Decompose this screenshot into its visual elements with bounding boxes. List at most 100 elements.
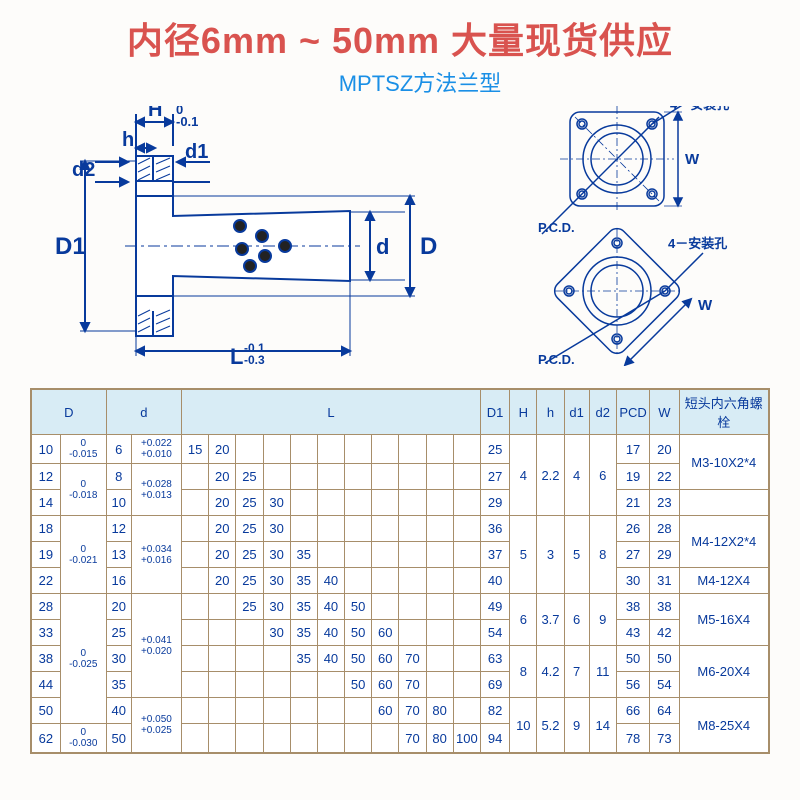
table-cell: +0.050+0.025 bbox=[131, 698, 181, 754]
table-cell bbox=[399, 435, 426, 464]
table-cell bbox=[399, 516, 426, 542]
table-cell bbox=[290, 490, 317, 516]
svg-text:P.C.D.: P.C.D. bbox=[538, 352, 575, 366]
table-cell: 50 bbox=[345, 646, 372, 672]
svg-text:D: D bbox=[420, 233, 437, 260]
table-cell bbox=[399, 464, 426, 490]
table-cell: 30 bbox=[263, 568, 290, 594]
svg-text:H: H bbox=[148, 106, 162, 121]
table-cell bbox=[290, 435, 317, 464]
table-cell: 20 bbox=[209, 435, 236, 464]
table-row: 120-0.0188+0.028+0.0132025271922 bbox=[31, 464, 769, 490]
table-cell bbox=[317, 516, 344, 542]
table-cell: 80 bbox=[426, 724, 453, 754]
table-cell bbox=[453, 568, 480, 594]
table-cell bbox=[290, 724, 317, 754]
table-cell: 3 bbox=[537, 516, 564, 594]
table-cell: M6-20X4 bbox=[679, 646, 769, 698]
table-cell: 28 bbox=[650, 516, 679, 542]
table-cell bbox=[182, 646, 209, 672]
table-cell: 35 bbox=[290, 646, 317, 672]
th-d: d bbox=[106, 389, 181, 435]
table-cell bbox=[372, 594, 399, 620]
table-cell: 8 bbox=[510, 646, 537, 698]
table-cell bbox=[426, 672, 453, 698]
table-cell bbox=[372, 490, 399, 516]
svg-text:4－安装孔: 4－安装孔 bbox=[668, 236, 727, 251]
table-cell bbox=[317, 698, 344, 724]
table-cell bbox=[399, 568, 426, 594]
table-cell: 40 bbox=[106, 698, 131, 724]
table-cell: 63 bbox=[480, 646, 509, 672]
table-cell: 4.2 bbox=[537, 646, 564, 698]
table-cell: 4 bbox=[510, 435, 537, 516]
table-cell bbox=[290, 672, 317, 698]
svg-text:h: h bbox=[122, 129, 134, 151]
table-cell: 50 bbox=[31, 698, 60, 724]
table-cell bbox=[399, 620, 426, 646]
table-cell bbox=[345, 516, 372, 542]
table-cell: 10 bbox=[31, 435, 60, 464]
table-cell: 10 bbox=[510, 698, 537, 754]
table-cell: 30 bbox=[263, 490, 290, 516]
table-cell: 80 bbox=[426, 698, 453, 724]
table-cell: 25 bbox=[480, 435, 509, 464]
table-cell bbox=[263, 724, 290, 754]
table-cell bbox=[426, 594, 453, 620]
table-cell: 0-0.018 bbox=[60, 464, 106, 516]
svg-text:d: d bbox=[376, 234, 389, 259]
table-cell: 40 bbox=[480, 568, 509, 594]
table-cell: M4-12X2*4 bbox=[679, 516, 769, 568]
flange-front-views: P.C.D. W 4－安装孔 bbox=[500, 106, 760, 366]
table-cell: 50 bbox=[345, 620, 372, 646]
table-cell: 37 bbox=[480, 542, 509, 568]
table-cell bbox=[345, 698, 372, 724]
header-title: 内径6mm ~ 50mm 大量现货供应 bbox=[0, 0, 800, 64]
subtitle: MPTSZ方法兰型 bbox=[40, 66, 800, 98]
table-cell: 40 bbox=[317, 594, 344, 620]
table-cell: 60 bbox=[372, 698, 399, 724]
table-cell bbox=[453, 620, 480, 646]
table-cell: 19 bbox=[31, 542, 60, 568]
table-cell: 50 bbox=[345, 672, 372, 698]
th-bolt: 短头内六角螺栓 bbox=[679, 389, 769, 435]
table-cell: 18 bbox=[31, 516, 60, 542]
table-cell bbox=[345, 490, 372, 516]
svg-text:L: L bbox=[230, 344, 243, 366]
spec-table-container: D d L D1 H h d1 d2 PCD W 短头内六角螺栓 100-0.0… bbox=[0, 388, 800, 754]
table-cell: 20 bbox=[650, 435, 679, 464]
th-d1: d1 bbox=[564, 389, 589, 435]
table-cell: 42 bbox=[650, 620, 679, 646]
table-cell: 25 bbox=[236, 542, 263, 568]
table-cell bbox=[399, 490, 426, 516]
table-cell: 38 bbox=[616, 594, 649, 620]
table-cell: 30 bbox=[263, 594, 290, 620]
table-cell bbox=[290, 464, 317, 490]
table-cell: 10 bbox=[106, 490, 131, 516]
table-cell: 14 bbox=[589, 698, 616, 754]
table-cell: 20 bbox=[209, 490, 236, 516]
table-cell bbox=[209, 724, 236, 754]
table-cell: 6 bbox=[564, 594, 589, 646]
svg-text:-0.3: -0.3 bbox=[244, 353, 265, 366]
table-cell bbox=[345, 542, 372, 568]
table-cell: M8-25X4 bbox=[679, 698, 769, 754]
table-row: 100-0.0156+0.022+0.01015202542.2461720M3… bbox=[31, 435, 769, 464]
table-cell bbox=[236, 698, 263, 724]
table-cell bbox=[345, 464, 372, 490]
table-cell bbox=[182, 464, 209, 490]
table-cell bbox=[263, 646, 290, 672]
table-cell bbox=[290, 516, 317, 542]
table-cell: 44 bbox=[31, 672, 60, 698]
table-cell: 25 bbox=[236, 490, 263, 516]
table-cell bbox=[209, 698, 236, 724]
table-cell bbox=[453, 594, 480, 620]
table-cell bbox=[182, 620, 209, 646]
table-cell bbox=[345, 568, 372, 594]
table-cell bbox=[263, 435, 290, 464]
table-cell: 50 bbox=[650, 646, 679, 672]
table-cell: 30 bbox=[263, 542, 290, 568]
table-cell: 50 bbox=[616, 646, 649, 672]
table-cell: 73 bbox=[650, 724, 679, 754]
table-cell bbox=[182, 516, 209, 542]
